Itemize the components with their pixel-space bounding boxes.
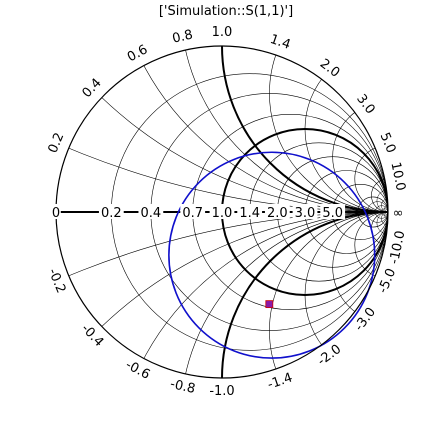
reactance-label-pos-1: 0.4 (80, 76, 105, 101)
real-axis-label-6: 2.0 (267, 206, 288, 221)
real-axis-label-3: 0.7 (182, 206, 203, 221)
real-axis-label-9: ∞ (393, 206, 404, 221)
reactance-arc-1.4 (269, 0, 444, 212)
reactance-arc--3 (333, 212, 444, 323)
real-axis-label-0: 0 (52, 206, 60, 221)
chart-title: ['Simulation::S(1,1)'] (159, 4, 293, 19)
reactance-label-neg-5: -1.4 (266, 370, 295, 392)
real-axis-label-7: 3.0 (295, 206, 316, 221)
reactance-label-neg-4: -1.0 (209, 384, 234, 399)
reactance-label-pos-4: 1.0 (212, 25, 233, 40)
reactance-label-neg-8: -5.0 (376, 266, 400, 295)
reactance-label-pos-8: 5.0 (377, 131, 399, 156)
reactance-label-pos-3: 0.8 (171, 27, 194, 46)
real-axis-label-1: 0.2 (101, 206, 122, 221)
data-marker (266, 301, 273, 308)
reactance-label-neg-3: -0.8 (169, 377, 197, 397)
reactance-arc-1 (222, 0, 444, 212)
real-axis-label-5: 1.4 (239, 206, 260, 221)
real-axis-label-8: 5.0 (322, 206, 343, 221)
reactance-arc--0.2 (0, 212, 444, 433)
reactance-label-neg-9: -10.0 (387, 230, 408, 266)
reactance-arc-3 (333, 101, 444, 212)
reactance-label-neg-2: -0.6 (123, 358, 152, 383)
reactance-label-pos-6: 2.0 (317, 56, 343, 80)
reactance-label-pos-2: 0.6 (125, 42, 150, 65)
reactance-label-pos-7: 3.0 (353, 92, 377, 118)
real-axis-label-4: 1.0 (212, 206, 233, 221)
series-trace-0 (169, 152, 375, 358)
reactance-label-pos-9: 10.0 (387, 161, 407, 192)
reactance-label-neg-0: -0.2 (45, 266, 69, 295)
series-layer (169, 152, 375, 358)
reactance-label-pos-0: 0.2 (46, 131, 68, 156)
real-axis-label-2: 0.4 (141, 206, 162, 221)
reactance-label-neg-1: -0.4 (78, 321, 106, 350)
reactance-arc--0.4 (0, 212, 444, 433)
reactance-label-pos-5: 1.4 (268, 32, 292, 53)
